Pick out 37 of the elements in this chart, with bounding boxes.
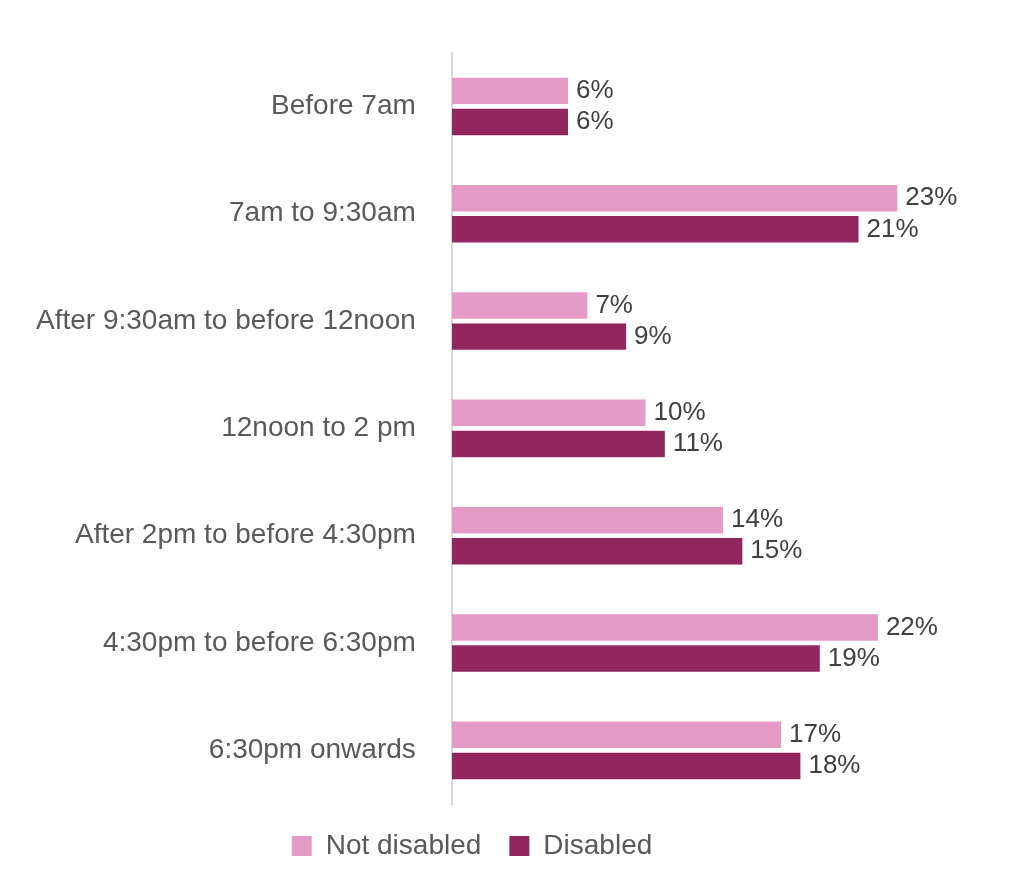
data-label: 7% — [595, 288, 633, 319]
bar — [451, 323, 627, 350]
bar — [451, 430, 665, 458]
data-label: 10% — [653, 396, 706, 427]
bar — [451, 645, 820, 672]
bar — [451, 399, 646, 427]
bar — [451, 77, 569, 105]
y-tick-label: 6:30pm onwards — [208, 733, 416, 765]
y-tick-label: 12noon to 2 pm — [221, 411, 416, 443]
y-tick-label: After 9:30am to before 12noon — [35, 303, 416, 335]
bar — [451, 108, 569, 136]
data-label: 15% — [750, 534, 803, 565]
legend-label: Not disabled — [325, 828, 482, 860]
legend-label: Disabled — [543, 828, 653, 860]
data-label: 17% — [789, 717, 842, 748]
data-label: 9% — [634, 319, 672, 350]
y-tick-label: Before 7am — [271, 89, 416, 121]
y-tick-label: After 2pm to before 4:30pm — [74, 518, 416, 550]
data-label: 6% — [576, 105, 614, 136]
data-label: 11% — [672, 427, 723, 458]
bar — [451, 506, 723, 534]
data-label: 23% — [905, 181, 958, 212]
data-label: 19% — [827, 641, 880, 672]
data-label: 6% — [576, 74, 614, 105]
bar — [451, 538, 743, 565]
bar — [451, 721, 782, 749]
bar — [451, 752, 801, 780]
y-tick-label: 4:30pm to before 6:30pm — [102, 625, 416, 657]
y-tick-label: 7am to 9:30am — [229, 196, 416, 228]
data-label: 14% — [730, 503, 784, 534]
bar — [451, 292, 588, 319]
bar — [451, 216, 859, 243]
data-label: 22% — [885, 610, 938, 641]
bar — [451, 614, 878, 641]
data-label: 21% — [866, 212, 919, 243]
bar — [451, 184, 898, 212]
data-label: 18% — [808, 749, 861, 780]
